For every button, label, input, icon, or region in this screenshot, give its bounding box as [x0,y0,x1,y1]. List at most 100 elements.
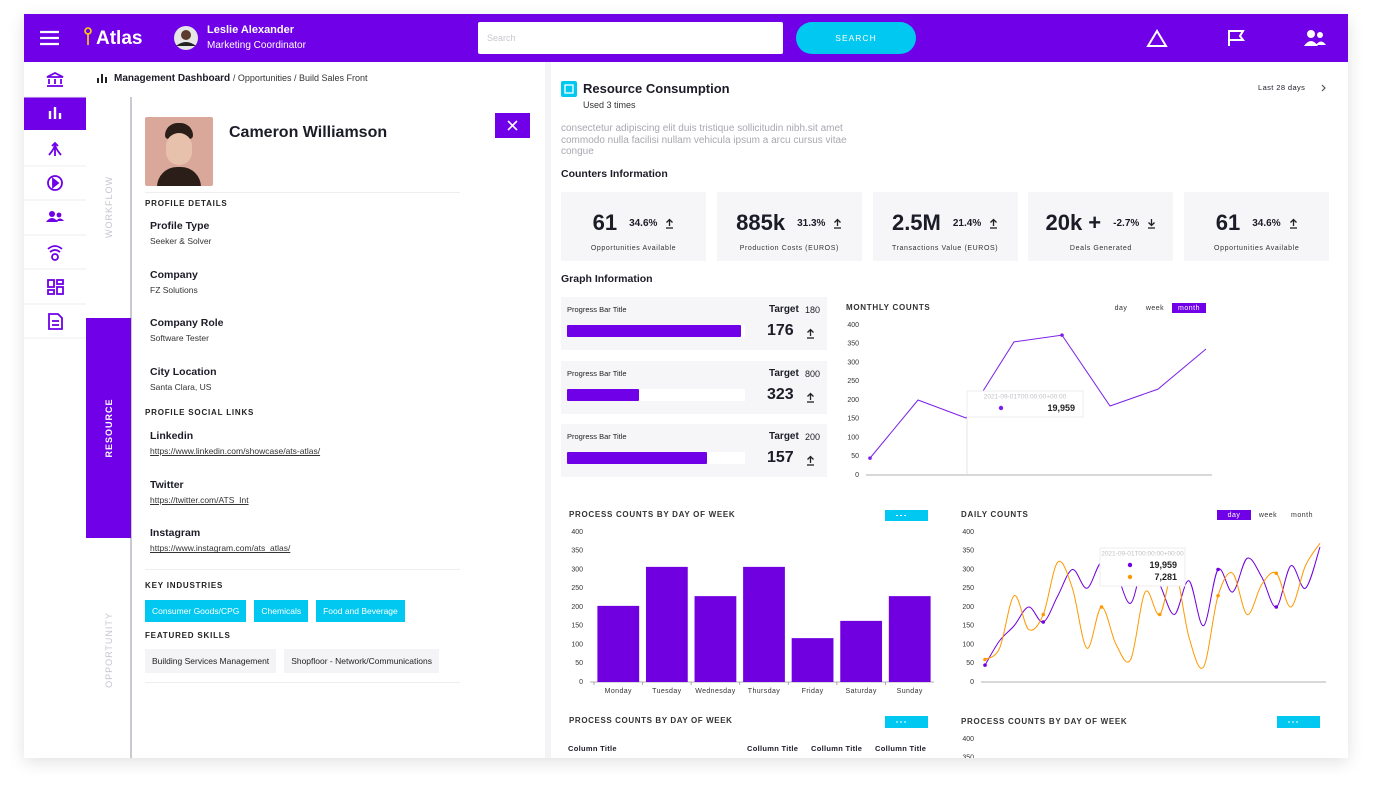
chart-tab[interactable]: week [1258,512,1277,519]
detail-label: Company [150,268,198,281]
chart-tab[interactable]: month [1178,305,1200,312]
alert-icon[interactable] [1146,29,1168,47]
trend-arrow [807,328,814,339]
counter-row: 2.5M 21.4% [873,210,1018,236]
industry-chip[interactable]: Food and Beverage [316,600,405,622]
counter-label: Production Costs (EUROS) [739,245,839,252]
period-selector[interactable]: Last 28 days [1258,83,1306,92]
chart-tab[interactable]: month [1291,512,1313,519]
point [1041,612,1046,617]
counter-change: 34.6% [1252,217,1281,229]
bar [791,638,834,682]
dropdown[interactable] [885,510,928,521]
search-input[interactable] [478,22,783,54]
profile-name: Cameron Williamson [229,124,388,141]
user-avatar[interactable] [174,26,198,50]
skill-chip[interactable]: Building Services Management [145,649,277,673]
counter-value: 2.5M [891,210,941,235]
progress-title: Progress Bar Title [567,369,627,378]
counter-label: Transactions Value (EUROS) [891,245,999,252]
detail-value: Santa Clara, US [150,382,212,393]
target-label: Target [769,304,799,315]
chart-tab[interactable]: week [1145,305,1164,312]
document-icon[interactable] [48,313,63,330]
description: consectetur adipiscing elit duis tristiq… [561,123,847,157]
tooltip [966,390,1084,418]
target-value: 180 [805,305,821,315]
y-tick-label: 250 [571,585,583,592]
counter-change: 34.6% [629,217,658,229]
chevron[interactable] [1320,84,1328,92]
sidebar-dividers [24,96,86,339]
merge-icon[interactable] [48,141,62,156]
logo[interactable]: Atlas [96,28,143,49]
counter-card: 61 34.6% Opportunities Available [1184,192,1330,261]
chart-tab[interactable]: day [1115,305,1128,312]
industry-chip[interactable]: Chemicals [254,600,309,622]
chart-icon[interactable] [48,107,62,119]
tooltip-dot [998,405,1004,411]
dashboard-icon[interactable] [47,279,64,295]
dropdown[interactable] [885,716,928,728]
y-tick-label: 250 [962,585,974,592]
skill-chip[interactable]: Shopfloor - Network/Communications [284,649,439,673]
users-icon[interactable] [1304,30,1326,46]
vertical-tab[interactable]: WORKFLOW [104,176,114,238]
point [1157,612,1162,617]
detail-label: Company Role [150,317,224,330]
search-button[interactable]: SEARCH [796,22,916,54]
industry-chips: Consumer Goods/CPG Chemicals Food and Beve… [145,600,405,622]
tooltip [1099,547,1186,587]
y-tick-label: 150 [847,416,859,423]
trend [1147,218,1156,229]
counter-card: 20k + -2.7% Deals Generated [1028,192,1174,261]
industry-chip[interactable]: Consumer Goods/CPG [145,600,247,622]
progress-fill [567,389,639,401]
user-name: Leslie Alexander [207,24,295,36]
social-link[interactable]: https://www.instagram.com/ats_atlas/ [150,543,291,554]
breadcrumb-path[interactable]: / Opportunities / Build Sales Front [232,73,368,83]
y-tick-label: 300 [571,566,583,573]
breadcrumb-current[interactable]: Management Dashboard [114,73,231,84]
bank-icon[interactable] [46,71,64,87]
point [1099,605,1104,609]
target-label: Target [769,431,799,442]
close-button[interactable] [495,113,530,138]
tooltip-dot [1127,562,1133,568]
chart-tab[interactable]: day [1228,512,1241,519]
tooltip-value: 19,959 [1047,403,1075,413]
vertical-tab[interactable]: RESOURCE [104,398,114,458]
y-tick-label: 350 [571,548,583,555]
play-icon[interactable] [47,175,63,191]
counter-change: 31.3% [797,217,826,229]
trend-arrow [666,218,674,229]
progress-value: 323 [767,386,794,403]
x-tick-label: Wednesday [695,688,736,695]
progress-card [561,297,827,350]
section-heading: PROFILE DETAILS [145,199,228,208]
x-tick-label: Saturday [846,688,877,695]
counter-card: 2.5M 21.4% Transactions Value (EUROS) [872,192,1018,261]
counter-label: Opportunities Available [1214,245,1300,252]
trend [665,218,674,229]
social-link[interactable]: https://www.linkedin.com/showcase/ats-at… [150,446,321,456]
target-label: Target [769,368,799,379]
group-icon[interactable] [46,211,64,222]
counter-card: 61 34.6% Opportunities Available [561,192,706,261]
target-value: 200 [805,432,821,442]
menu-icon[interactable] [40,30,59,46]
target-value: 800 [805,369,821,379]
signal-icon[interactable] [47,245,63,261]
bar [645,566,688,682]
user-role: Marketing Coordinator [207,40,306,51]
charts: MONTHLY COUNTS day week month 0 50 100 150 200 25… [569,303,1326,758]
progress-card [561,361,827,414]
y-tick-label: 200 [962,604,974,611]
flag-icon[interactable] [1228,30,1245,46]
x-tick-label: Thursday [748,688,780,695]
social-link[interactable]: https://twitter.com/ATS_Int [150,494,249,505]
dropdown[interactable] [1277,716,1320,728]
panel-gap [545,62,551,758]
vertical-tab[interactable]: OPPORTUNITY [104,612,114,688]
tooltip-dot [1127,574,1133,580]
